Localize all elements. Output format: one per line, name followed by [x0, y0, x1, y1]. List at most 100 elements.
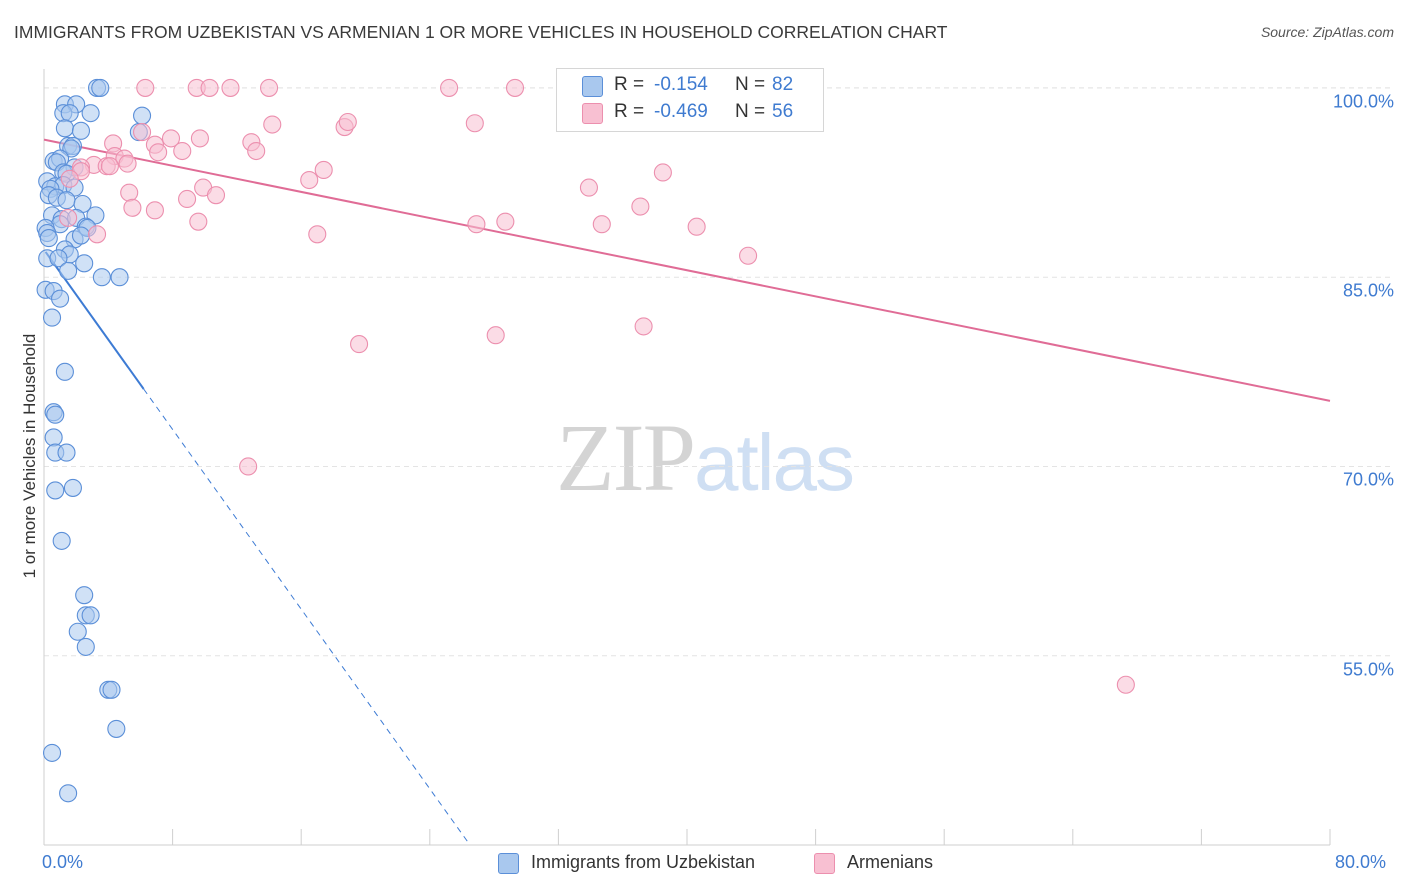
armenians-point [60, 169, 79, 188]
y-tick-label: 55.0% [1342, 659, 1394, 680]
n-label: N = [735, 74, 766, 95]
uzbekistan-point [76, 637, 95, 656]
armenians-point [145, 201, 164, 220]
armenians-point [631, 197, 650, 216]
uzbekistan-point [133, 106, 152, 125]
data-points [36, 78, 1135, 803]
uzbekistan-point [57, 191, 76, 210]
armenians-point [467, 215, 486, 234]
uzbekistan-point [71, 226, 91, 245]
uzbekistan-point [60, 104, 79, 123]
armenians-point [247, 141, 266, 161]
n-label: N = [735, 101, 766, 122]
stats-box: R = -0.154 N = 82 R = -0.469 N = 56 [556, 68, 824, 132]
uzbekistan-point [68, 622, 87, 641]
armenians-point [350, 335, 369, 354]
uzbekistan-point [55, 119, 74, 138]
watermark: ZIPatlas [556, 402, 855, 513]
armenians-point [100, 157, 119, 176]
y-tick-label: 70.0% [1342, 469, 1394, 490]
uzbekistan-point [51, 289, 70, 308]
armenians-point [123, 198, 142, 217]
uzbekistan-point [102, 680, 121, 699]
armenians-point [314, 160, 333, 179]
uzbekistan-point [63, 478, 82, 497]
source-label: Source: ZipAtlas.com [1260, 24, 1394, 40]
axes [43, 69, 1331, 846]
armenians-point [440, 78, 459, 97]
armenians-point [739, 246, 758, 265]
armenians-point [338, 112, 357, 132]
uzbekistan-point [81, 104, 100, 123]
uzbekistan-point [46, 481, 65, 500]
r-label: R = [614, 74, 645, 95]
r-value: -0.469 [654, 101, 708, 122]
legend-label: Armenians [847, 852, 934, 872]
armenians-point [259, 78, 279, 97]
armenians-point [118, 154, 137, 173]
uzbekistan-point [49, 249, 68, 268]
uzbekistan-point [92, 268, 111, 287]
armenians-point [206, 186, 226, 205]
armenians-point [308, 225, 327, 244]
uzbekistan-point [42, 743, 62, 762]
uzbekistan-point [75, 586, 94, 605]
armenians-point [149, 143, 168, 162]
legend-swatch-pink [814, 853, 835, 874]
n-value: 82 [772, 74, 794, 95]
armenians-point [263, 115, 282, 134]
armenians-point [486, 326, 505, 345]
armenians-swatch [582, 103, 603, 124]
legend-swatch-blue [498, 853, 519, 874]
armenians-point [161, 129, 181, 148]
uzbekistan-point [42, 308, 62, 327]
n-value: 56 [772, 101, 794, 122]
uzbekistan-point [55, 362, 74, 381]
armenians-point [687, 217, 706, 236]
y-tick-label: 100.0% [1332, 91, 1394, 112]
armenians-point [200, 78, 219, 97]
armenians-point [634, 317, 653, 336]
uzbekistan-point [110, 268, 129, 287]
armenians-point [239, 457, 258, 476]
uzbekistan-point [62, 139, 81, 158]
uzbekistan-point [91, 78, 110, 97]
uzbekistan-point [44, 428, 63, 447]
armenians-point [133, 123, 152, 142]
armenians-point [178, 189, 197, 209]
armenians-point [189, 212, 208, 231]
y-axis-label: 1 or more Vehicles in Household [20, 333, 39, 579]
armenians-point [592, 215, 611, 234]
uzbekistan-trend-extension [143, 388, 471, 846]
armenians-point [579, 178, 598, 197]
armenians-point [59, 208, 78, 227]
armenians-trend-line [43, 138, 1331, 402]
uzbekistan-point [39, 229, 58, 248]
armenians-point [173, 141, 192, 161]
watermark-zip: ZIP [556, 404, 696, 511]
armenians-point [190, 129, 209, 148]
uzbekistan-point [57, 443, 76, 462]
armenians-point [300, 170, 319, 190]
watermark-atlas: atlas [694, 418, 855, 507]
x-tick-label-max: 80.0% [1335, 852, 1387, 872]
armenians-point [87, 225, 107, 244]
r-value: -0.154 [654, 74, 708, 95]
r-label: R = [614, 101, 645, 122]
chart-title: IMMIGRANTS FROM UZBEKISTAN VS ARMENIAN 1… [14, 22, 948, 42]
uzbekistan-point [59, 261, 78, 280]
trend-lines [43, 138, 1331, 846]
uzbekistan-point [46, 405, 65, 424]
x-tick-label-min: 0.0% [42, 852, 84, 872]
armenians-point [120, 183, 139, 202]
uzbekistan-point [75, 254, 94, 273]
uzbekistan-point [81, 606, 100, 625]
uzbekistan-point [52, 531, 71, 550]
armenians-point [653, 163, 672, 182]
uzbekistan-swatch [582, 76, 603, 97]
armenians-point [136, 78, 155, 97]
y-tick-label: 85.0% [1342, 280, 1394, 301]
armenians-point [465, 114, 484, 133]
uzbekistan-point [59, 784, 78, 803]
